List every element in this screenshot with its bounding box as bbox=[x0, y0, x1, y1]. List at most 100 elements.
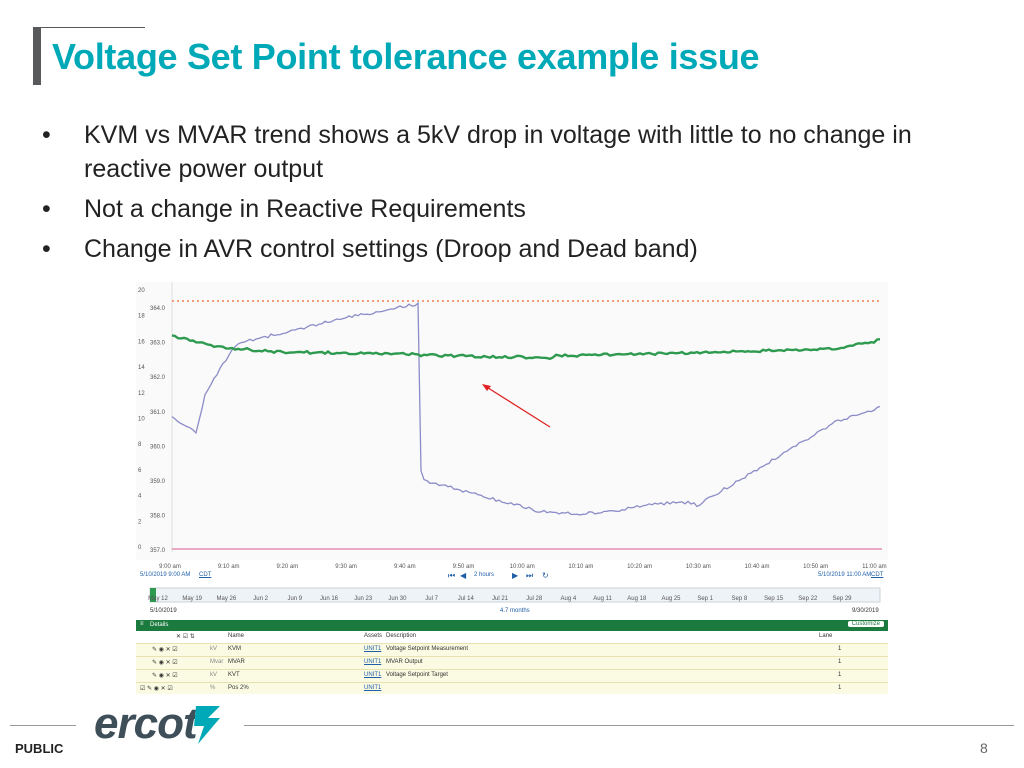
mvar-series-line bbox=[171, 334, 881, 361]
overview-date-label: Jun 23 bbox=[354, 596, 373, 602]
time-axis-label: 10:30 am bbox=[686, 564, 711, 570]
plot-background bbox=[136, 282, 888, 560]
overview-start: 5/10/2019 bbox=[150, 608, 177, 614]
overview-date-label: Aug 11 bbox=[593, 596, 612, 602]
table-row[interactable]: ✎ ◉ ✕ ☑ Mvar MVAR UNIT1 MVAR Output 1 bbox=[136, 657, 888, 670]
overview-date-label: Jul 28 bbox=[526, 596, 543, 602]
ercot-logo: ercot bbox=[94, 699, 198, 748]
overview-date-label: May 12 bbox=[148, 596, 168, 602]
left-axis-tick: 6 bbox=[138, 468, 142, 474]
row-unit: Mvar bbox=[210, 659, 224, 665]
overview-date-label: Sep 22 bbox=[798, 596, 818, 602]
overview-date-label: Aug 25 bbox=[661, 596, 681, 602]
row-asset-link[interactable]: UNIT1 bbox=[364, 646, 382, 652]
row-asset-link[interactable]: UNIT1 bbox=[364, 672, 382, 678]
bullet-dot: • bbox=[42, 235, 51, 263]
footer-rule-right bbox=[244, 725, 1014, 726]
end-time: 5/10/2019 11:00 AM bbox=[818, 572, 872, 578]
bullet-dot: • bbox=[42, 195, 51, 223]
row-asset-link[interactable]: UNIT1 bbox=[364, 659, 382, 665]
time-axis-label: 10:20 am bbox=[627, 564, 652, 570]
left-axis-tick: 14 bbox=[138, 365, 145, 371]
annotation-arrow bbox=[484, 385, 551, 428]
right-axis-tick: 358.0 bbox=[150, 514, 166, 520]
row-asset-link[interactable]: UNIT1 bbox=[364, 685, 382, 691]
overview-date-label: Jul 7 bbox=[425, 596, 438, 602]
kvm-series-line bbox=[171, 301, 881, 516]
left-axis-tick: 4 bbox=[138, 494, 142, 500]
customize-button[interactable]: Customize bbox=[847, 621, 884, 627]
row-name: MVAR bbox=[228, 659, 245, 665]
lane-column-header[interactable]: Lane bbox=[819, 633, 833, 639]
left-axis-tick: 20 bbox=[138, 288, 145, 294]
row-action-icons[interactable]: ✎ ◉ ✕ ☑ bbox=[152, 673, 178, 679]
time-axis-label: 11:00 am bbox=[862, 564, 887, 570]
time-axis-label: 10:40 am bbox=[744, 564, 769, 570]
overview-handle[interactable] bbox=[150, 588, 156, 602]
title-accent-bar bbox=[33, 28, 41, 85]
start-tz-link[interactable]: CDT bbox=[199, 572, 212, 578]
time-axis-label: 9:20 am bbox=[277, 564, 299, 570]
overview-date-label: May 26 bbox=[217, 596, 237, 602]
details-label[interactable]: Details bbox=[150, 622, 169, 628]
left-axis-tick: 8 bbox=[138, 442, 142, 448]
bullet-text: Not a change in Reactive Requirements bbox=[84, 195, 526, 223]
row-description: MVAR Output bbox=[386, 659, 423, 665]
bullet-dot: • bbox=[42, 121, 51, 149]
time-axis-labels: 9:00 am 9:10 am 9:20 am 9:30 am 9:40 am 9:50 … bbox=[159, 564, 887, 570]
overview-span: 4.7 months bbox=[500, 608, 530, 614]
time-navigation-bar: 5/10/2019 9:00 AM CDT ⏮ ◀ 2 hours ▶ ⏭ ↻ … bbox=[136, 571, 888, 584]
public-label: PUBLIC bbox=[15, 741, 64, 756]
name-column-header[interactable]: Name bbox=[228, 633, 245, 639]
arrow-head-icon bbox=[482, 384, 491, 391]
bullet-list: • KVM vs MVAR trend shows a 5kV drop in v… bbox=[42, 118, 942, 272]
overview-date-label: Jun 2 bbox=[253, 596, 268, 602]
details-bar: ≡ Details Customize bbox=[136, 620, 888, 631]
overview-date-label: Sep 15 bbox=[764, 596, 784, 602]
step-back-icon[interactable]: ◀ bbox=[460, 571, 467, 580]
right-axis-tick: 362.0 bbox=[150, 375, 166, 381]
row-name: Pos 2% bbox=[228, 685, 249, 691]
end-tz-link[interactable]: CDT bbox=[871, 572, 884, 578]
table-row[interactable]: ✎ ◉ ✕ ☑ kV KVT UNIT1 Voltage Setpoint Ta… bbox=[136, 670, 888, 683]
trend-screenshot: 20 18 16 14 12 10 8 6 4 2 0 364.0 363.0 362.0 361.0 36… bbox=[136, 282, 888, 694]
overview-date-label: May 19 bbox=[182, 596, 202, 602]
right-axis-tick: 359.0 bbox=[150, 479, 166, 485]
row-action-icons[interactable]: ☑ ✎ ◉ ✕ ☑ bbox=[140, 686, 173, 692]
row-action-icons[interactable]: ✎ ◉ ✕ ☑ bbox=[152, 660, 178, 666]
overview-date-labels: May 12 May 19 May 26 Jun 2 Jun 9 Jun 16 Jun 23… bbox=[148, 596, 852, 602]
row-unit: kV bbox=[210, 672, 218, 678]
title-rule bbox=[33, 27, 145, 28]
ercot-logo-mark-icon bbox=[194, 706, 220, 744]
range-label[interactable]: 2 hours bbox=[474, 572, 495, 578]
table-header-row: ✕ ☑ ⇅ Name Assets Description Lane bbox=[136, 631, 888, 644]
assets-column-header[interactable]: Assets bbox=[364, 633, 383, 639]
bullet-item: • Change in AVR control settings (Droop a… bbox=[42, 232, 942, 266]
right-axis-tick: 360.0 bbox=[150, 444, 166, 450]
fast-forward-icon[interactable]: ⏭ bbox=[526, 571, 534, 580]
row-action-icons[interactable]: ✎ ◉ ✕ ☑ bbox=[152, 647, 178, 653]
refresh-icon[interactable]: ↻ bbox=[542, 571, 549, 580]
right-axis-tick: 357.0 bbox=[150, 548, 166, 554]
row-lane: 1 bbox=[838, 659, 842, 665]
slide-title: Voltage Set Point tolerance example issu… bbox=[52, 36, 760, 77]
step-forward-icon[interactable]: ▶ bbox=[512, 571, 519, 580]
time-axis-label: 10:50 am bbox=[803, 564, 828, 570]
details-toggle-icon[interactable]: ≡ bbox=[140, 621, 144, 627]
overview-date-label: Jul 21 bbox=[492, 596, 509, 602]
left-axis-tick: 18 bbox=[138, 314, 145, 320]
rewind-icon[interactable]: ⏮ bbox=[448, 571, 456, 580]
right-axis-ticks: 364.0 363.0 362.0 361.0 360.0 359.0 358.0 357.0 bbox=[150, 306, 166, 554]
overview-date-label: Sep 8 bbox=[732, 596, 748, 602]
overview-date-label: Sep 1 bbox=[697, 596, 713, 602]
description-column-header[interactable]: Description bbox=[386, 633, 417, 639]
row-description: Voltage Setpoint Measurement bbox=[386, 646, 469, 652]
overview-date-label: Jun 9 bbox=[287, 596, 302, 602]
row-unit: % bbox=[210, 685, 216, 691]
table-row[interactable]: ☑ ✎ ◉ ✕ ☑ % Pos 2% UNIT1 1 bbox=[136, 683, 888, 694]
table-row[interactable]: ✎ ◉ ✕ ☑ kV KVM UNIT1 Voltage Setpoint Me… bbox=[136, 644, 888, 657]
overview-date-label: Sep 29 bbox=[832, 596, 852, 602]
time-axis-label: 9:30 am bbox=[335, 564, 357, 570]
row-lane: 1 bbox=[838, 672, 842, 678]
